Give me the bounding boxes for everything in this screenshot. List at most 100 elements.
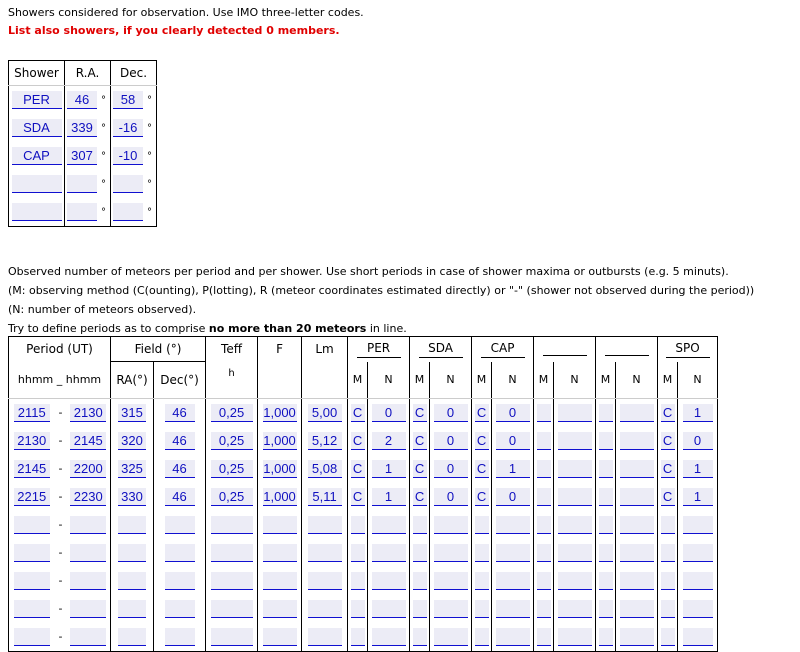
method-input[interactable] (536, 627, 551, 646)
ra-input[interactable] (118, 599, 147, 618)
teff-input[interactable] (210, 571, 253, 590)
period-from-input[interactable] (13, 599, 50, 618)
count-input[interactable] (557, 627, 592, 646)
period-to-input[interactable]: 2230 (70, 487, 107, 506)
period-to-input[interactable]: 2200 (70, 459, 107, 478)
ra-input[interactable]: 330 (118, 487, 147, 506)
method-input[interactable] (660, 515, 675, 534)
count-input[interactable] (433, 571, 468, 590)
shower-code-input[interactable]: CAP (11, 147, 62, 165)
ra-input[interactable] (67, 175, 97, 193)
teff-input[interactable] (210, 627, 253, 646)
method-input[interactable] (598, 431, 613, 450)
method-input[interactable] (350, 571, 365, 590)
method-input[interactable] (412, 571, 427, 590)
count-input[interactable] (619, 515, 654, 534)
shower-code-input[interactable] (11, 175, 62, 193)
lm-input[interactable] (307, 599, 342, 618)
period-to-input[interactable]: 2145 (70, 431, 107, 450)
method-input[interactable]: C (474, 487, 489, 506)
count-input[interactable]: 0 (433, 459, 468, 478)
method-input[interactable]: C (474, 403, 489, 422)
count-input[interactable] (557, 515, 592, 534)
dec-input[interactable] (113, 175, 143, 193)
lm-input[interactable]: 5,08 (307, 459, 342, 478)
dec-input[interactable] (164, 543, 195, 562)
count-input[interactable] (619, 459, 654, 478)
count-input[interactable] (619, 627, 654, 646)
count-input[interactable]: 0 (495, 431, 530, 450)
ra-input[interactable]: 315 (118, 403, 147, 422)
teff-input[interactable] (210, 599, 253, 618)
ra-input[interactable] (118, 515, 147, 534)
teff-input[interactable]: 0,25 (210, 403, 253, 422)
count-input[interactable]: 1 (682, 487, 713, 506)
count-input[interactable] (682, 627, 713, 646)
count-input[interactable] (371, 515, 406, 534)
method-input[interactable] (474, 571, 489, 590)
count-input[interactable] (682, 571, 713, 590)
count-input[interactable] (619, 431, 654, 450)
count-input[interactable] (433, 543, 468, 562)
count-input[interactable]: 2 (371, 431, 406, 450)
period-to-input[interactable] (70, 515, 107, 534)
f-input[interactable] (262, 599, 297, 618)
method-input[interactable] (536, 459, 551, 478)
period-to-input[interactable] (70, 543, 107, 562)
method-input[interactable] (598, 459, 613, 478)
ra-input[interactable] (118, 571, 147, 590)
ra-input[interactable]: 320 (118, 431, 147, 450)
teff-input[interactable]: 0,25 (210, 487, 253, 506)
method-input[interactable] (474, 543, 489, 562)
method-input[interactable] (598, 515, 613, 534)
count-input[interactable] (371, 599, 406, 618)
method-input[interactable] (536, 543, 551, 562)
method-input[interactable]: C (412, 403, 427, 422)
period-to-input[interactable] (70, 599, 107, 618)
method-input[interactable] (536, 487, 551, 506)
dec-input[interactable] (164, 571, 195, 590)
ra-input[interactable] (118, 627, 147, 646)
count-input[interactable] (557, 403, 592, 422)
method-input[interactable]: C (412, 487, 427, 506)
count-input[interactable] (682, 543, 713, 562)
count-input[interactable] (557, 571, 592, 590)
count-input[interactable] (619, 543, 654, 562)
method-input[interactable]: C (660, 487, 675, 506)
count-input[interactable] (433, 627, 468, 646)
ra-input[interactable]: 46 (67, 91, 97, 109)
method-input[interactable] (598, 403, 613, 422)
dec-input[interactable]: -10 (113, 147, 143, 165)
method-input[interactable] (536, 431, 551, 450)
f-input[interactable] (262, 515, 297, 534)
f-input[interactable] (262, 627, 297, 646)
lm-input[interactable] (307, 627, 342, 646)
period-from-input[interactable]: 2145 (13, 459, 50, 478)
period-from-input[interactable] (13, 571, 50, 590)
method-input[interactable] (660, 543, 675, 562)
ra-input[interactable] (67, 203, 97, 221)
method-input[interactable]: C (350, 459, 365, 478)
count-input[interactable] (557, 431, 592, 450)
method-input[interactable] (350, 543, 365, 562)
count-input[interactable]: 0 (495, 487, 530, 506)
teff-input[interactable] (210, 515, 253, 534)
count-input[interactable] (495, 515, 530, 534)
period-from-input[interactable] (13, 515, 50, 534)
teff-input[interactable] (210, 543, 253, 562)
lm-input[interactable] (307, 543, 342, 562)
dec-input[interactable]: 46 (164, 431, 195, 450)
method-input[interactable]: C (660, 459, 675, 478)
period-from-input[interactable]: 2130 (13, 431, 50, 450)
method-input[interactable] (660, 599, 675, 618)
f-input[interactable] (262, 571, 297, 590)
method-input[interactable] (474, 515, 489, 534)
ra-input[interactable]: 339 (67, 119, 97, 137)
lm-input[interactable]: 5,00 (307, 403, 342, 422)
shower-code-input[interactable]: SDA (11, 119, 62, 137)
count-input[interactable] (495, 571, 530, 590)
count-input[interactable] (619, 571, 654, 590)
f-input[interactable]: 1,000 (262, 487, 297, 506)
method-input[interactable] (474, 627, 489, 646)
period-from-input[interactable] (13, 627, 50, 646)
